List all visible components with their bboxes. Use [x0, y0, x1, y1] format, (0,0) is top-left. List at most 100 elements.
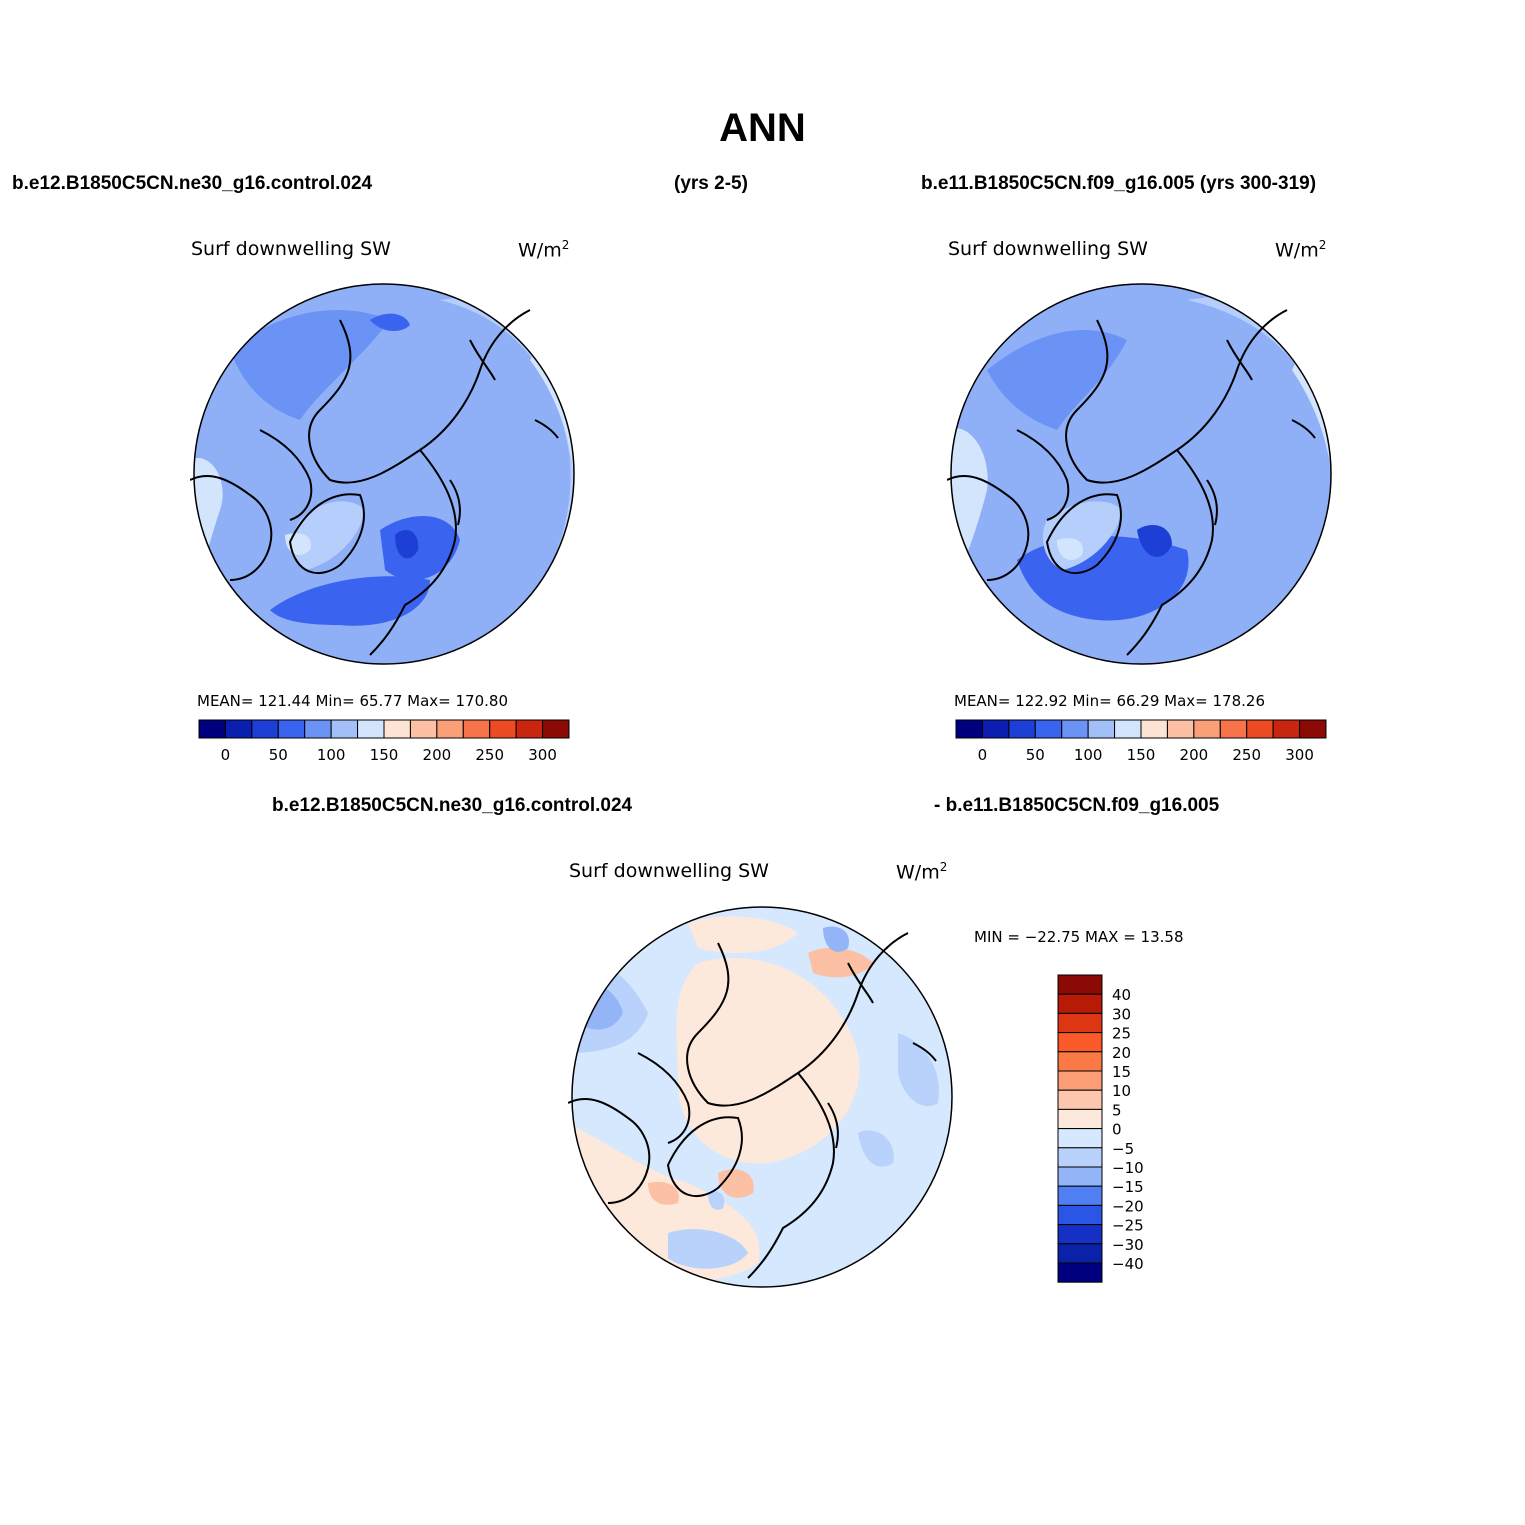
panel2-variable-label: Surf downwelling SW: [948, 238, 1148, 260]
colorbar-tick-label: 300: [528, 746, 557, 764]
diff-colorbar-tick-label: 5: [1112, 1101, 1122, 1119]
diff-colorbar-tick-label: −25: [1112, 1217, 1144, 1235]
panel1-variable-label: Surf downwelling SW: [191, 238, 391, 260]
colorbar-tick-label: 200: [1180, 746, 1209, 764]
diff-colorbar-swatch: [1057, 1185, 1103, 1206]
colorbar-swatch: [462, 719, 491, 739]
diff-colorbar-tick-label: −30: [1112, 1236, 1144, 1254]
map-panel-1: [190, 283, 575, 665]
colorbar-swatch: [383, 719, 411, 739]
diff-colorbar-swatch: [1057, 1204, 1103, 1226]
diff-colorbar-tick-label: 25: [1112, 1025, 1131, 1043]
colorbar-tick-label: 50: [269, 746, 288, 764]
colorbar-swatch: [981, 719, 1010, 739]
colorbar-swatch: [1061, 719, 1089, 739]
map1-mid-region: [230, 310, 390, 420]
panel1-stats: MEAN= 121.44 Min= 65.77 Max= 170.80: [197, 692, 508, 710]
colorbar-swatch: [330, 719, 359, 739]
diff-colorbar-tick-label: −15: [1112, 1178, 1144, 1196]
colorbar-tick-label: 250: [1232, 746, 1261, 764]
map3-pos2-northeast: [808, 947, 873, 978]
colorbar-swatch: [224, 719, 253, 739]
diff-colorbar-swatch: [1057, 1012, 1103, 1034]
panel3-variable-label: Surf downwelling SW: [569, 860, 769, 882]
colorbar-tick-label: 150: [370, 746, 399, 764]
colorbar-swatch: [1219, 719, 1248, 739]
colorbar-swatch: [1246, 719, 1274, 739]
colorbar-swatch: [955, 719, 983, 739]
colorbar-tick-label: 300: [1285, 746, 1314, 764]
panel3-units-label: W/m2: [896, 860, 948, 884]
diff-colorbar-tick-label: 10: [1112, 1082, 1131, 1100]
panel3-stats: MIN = −22.75 MAX = 13.58: [974, 928, 1184, 946]
colorbar-tick-label: 0: [221, 746, 231, 764]
diff-colorbar-tick-label: −5: [1112, 1140, 1134, 1158]
diff-colorbar-swatch: [1057, 1243, 1103, 1264]
map1-dark-north: [370, 313, 410, 332]
diff-colorbar-tick-label: −20: [1112, 1197, 1144, 1215]
diff-colorbar-tick-label: 0: [1112, 1121, 1122, 1139]
map3-neg-east: [898, 1033, 939, 1107]
map-panel-2: [947, 283, 1332, 665]
map3-coastlines: [568, 932, 937, 1279]
diff-colorbar-tick-label: 15: [1112, 1063, 1131, 1081]
colorbar-swatch: [1114, 719, 1142, 739]
diff-colorbar-tick-label: 20: [1112, 1044, 1131, 1062]
colorbar-swatch: [1034, 719, 1063, 739]
map2-coastlines: [947, 309, 1316, 656]
map3-pos2-west: [648, 1181, 679, 1205]
panel1-units-label: W/m2: [518, 238, 570, 262]
colorbar-swatch: [357, 719, 385, 739]
map2-border: [950, 283, 1332, 665]
diff-colorbar-swatch: [1057, 1166, 1103, 1187]
colorbar-tick-label: 200: [423, 746, 452, 764]
map3-neg-southeast: [858, 1130, 894, 1167]
panel2-units-label: W/m2: [1275, 238, 1327, 262]
colorbar-1: 050100150200250300350: [198, 719, 570, 764]
map3-border: [571, 906, 953, 1288]
diff-colorbar-swatch: [1057, 1032, 1103, 1053]
left-years-header: (yrs 2-5): [674, 173, 748, 194]
colorbar-tick-label: 0: [978, 746, 988, 764]
map2-darkest-region: [1137, 525, 1172, 557]
diff-colorbar-swatch: [1057, 1070, 1103, 1091]
colorbar-tick-label: 100: [317, 746, 346, 764]
map3-neg-iceland: [708, 1191, 725, 1210]
diff-colorbar-swatch: [1057, 1108, 1103, 1130]
right-case-header: b.e11.B1850C5CN.f09_g16.005 (yrs 300-319…: [921, 173, 1317, 194]
map-panel-3: [568, 906, 953, 1288]
colorbar-swatch: [542, 719, 570, 739]
colorbar-swatch: [198, 719, 226, 739]
left-case-header: b.e12.B1850C5CN.ne30_g16.control.024: [12, 173, 373, 194]
diff-colorbar-swatch: [1057, 1089, 1103, 1110]
diff-colorbar-tick-label: 30: [1112, 1005, 1131, 1023]
map1-greenland-light: [293, 501, 365, 570]
colorbar-tick-label: 50: [1026, 746, 1045, 764]
colorbar-tick-label: 100: [1074, 746, 1103, 764]
diff-colorbar-tick-label: −10: [1112, 1159, 1144, 1177]
diff-header-left: b.e12.B1850C5CN.ne30_g16.control.024: [272, 795, 633, 816]
colorbar-tick-label: 250: [475, 746, 504, 764]
colorbar-swatch: [1299, 719, 1327, 739]
colorbar-swatch: [304, 719, 332, 739]
diff-colorbar-swatch: [1057, 1128, 1103, 1149]
diff-colorbar-tick-label: −40: [1112, 1255, 1144, 1273]
diff-colorbar-swatch: [1057, 1147, 1103, 1168]
map1-coastlines: [190, 309, 559, 656]
diff-colorbar-swatch: [1057, 993, 1103, 1014]
diff-header-right: - b.e11.B1850C5CN.f09_g16.005: [934, 795, 1220, 816]
diff-colorbar-swatch: [1057, 974, 1103, 995]
diff-colorbar-swatch: [1057, 1224, 1103, 1245]
map1-border: [193, 283, 575, 665]
colorbar-swatch: [277, 719, 306, 739]
colorbar-tick-label: 150: [1127, 746, 1156, 764]
colorbar-swatch: [489, 719, 517, 739]
diff-colorbar-tick-label: 40: [1112, 986, 1131, 1004]
colorbar-swatch: [1087, 719, 1116, 739]
map3-neg-south: [668, 1229, 748, 1269]
figure-title: ANN: [719, 106, 806, 150]
colorbar-swatch: [1140, 719, 1168, 739]
colorbar-swatch: [251, 719, 279, 739]
panel2-stats: MEAN= 122.92 Min= 66.29 Max= 178.26: [954, 692, 1265, 710]
